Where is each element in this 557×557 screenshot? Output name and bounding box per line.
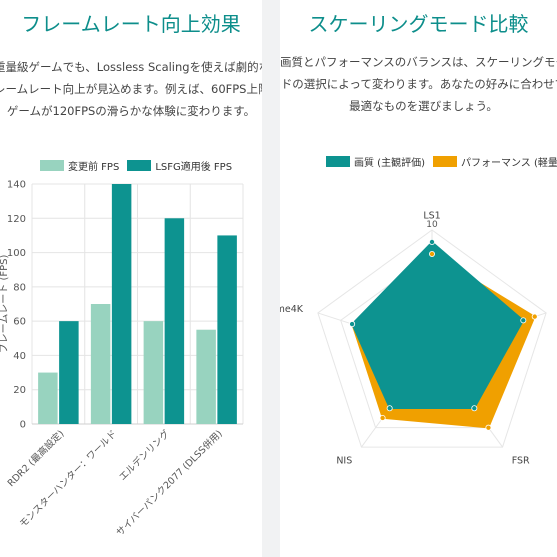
fps-desc-line: レームレート向上が見込めます。例えば、60FPS上限の bbox=[0, 82, 262, 96]
fps-desc-line: 重量級ゲームでも、Lossless Scalingを使えば劇的なフ bbox=[0, 60, 262, 74]
quality-point bbox=[428, 238, 435, 245]
bar-before bbox=[196, 329, 216, 424]
performance-point bbox=[531, 313, 538, 320]
y-tick-label: 20 bbox=[13, 385, 26, 396]
radar-axis-label: LS1 bbox=[423, 210, 440, 221]
y-tick-label: 120 bbox=[7, 214, 26, 225]
quality-series-area bbox=[351, 241, 525, 409]
scaling-desc-line: 最適なものを選びましょう。 bbox=[349, 99, 498, 113]
scaling-radar-chart: 10LS1SGSRFSRNISAnime4K bbox=[280, 210, 547, 467]
scaling-card: スケーリングモード比較 画質とパフォーマンスのバランスは、スケーリングモー ドの… bbox=[280, 0, 557, 557]
bar-before bbox=[38, 372, 58, 424]
radar-axis-label: FSR bbox=[512, 456, 530, 467]
scaling-desc-line: ドの選択によって変わります。あなたの好みに合わせて bbox=[280, 77, 557, 91]
x-tick-label: エルデンリング bbox=[116, 427, 172, 483]
legend-item-quality[interactable]: 画質 (主観評価) bbox=[326, 154, 425, 169]
fps-bar-chart: 0 20 40 60 80 100 120 140 RDR2 (最高設定)モンスターハンター：ワ… bbox=[0, 180, 244, 539]
radar-axis-label: NIS bbox=[336, 456, 352, 467]
legend-swatch-before bbox=[40, 160, 64, 171]
legend-label-after: LSFG適用後 FPS bbox=[155, 162, 233, 173]
performance-point bbox=[428, 250, 435, 257]
radar-legend: 画質 (主観評価) パフォーマンス (軽量さ) bbox=[326, 154, 557, 169]
legend-swatch-performance bbox=[432, 156, 457, 167]
bar-after bbox=[217, 235, 237, 424]
bar-before bbox=[90, 304, 111, 424]
y-tick-label: 0 bbox=[20, 420, 26, 431]
scaling-card-description: 画質とパフォーマンスのバランスは、スケーリングモー ドの選択によって変わります。… bbox=[280, 51, 557, 117]
radar-axis-label: Anime4K bbox=[280, 304, 304, 315]
legend-item-after[interactable]: LSFG適用後 FPS bbox=[127, 158, 232, 173]
y-axis-title: フレームレート (FPS) bbox=[0, 254, 10, 353]
x-tick-label: RDR2 (最高設定) bbox=[5, 428, 67, 490]
x-tick-label: モンスターハンター：ワールド bbox=[18, 428, 120, 530]
bar-legend: 変更前 FPS LSFG適用後 FPS bbox=[40, 158, 240, 173]
fps-desc-line: ゲームが120FPSの滑らかな体験に変わります。 bbox=[6, 104, 256, 118]
bar-after bbox=[111, 184, 132, 424]
performance-point bbox=[485, 424, 492, 431]
legend-item-before[interactable]: 変更前 FPS bbox=[40, 158, 119, 173]
fps-card-title: フレームレート向上効果 bbox=[21, 12, 241, 36]
scaling-desc-line: 画質とパフォーマンスのバランスは、スケーリングモー bbox=[280, 55, 557, 69]
legend-swatch-quality bbox=[326, 156, 350, 167]
quality-point bbox=[386, 405, 393, 412]
legend-item-performance[interactable]: パフォーマンス (軽量さ) bbox=[432, 154, 557, 169]
legend-label-performance: パフォーマンス (軽量さ) bbox=[460, 158, 557, 169]
bar-after bbox=[59, 321, 79, 424]
fps-card-description: 重量級ゲームでも、Lossless Scalingを使えば劇的なフ レームレート… bbox=[0, 56, 262, 122]
legend-swatch-after bbox=[127, 160, 152, 171]
bar-after bbox=[164, 218, 185, 424]
scaling-card-title: スケーリングモード比較 bbox=[308, 12, 529, 36]
y-tick-label: 60 bbox=[13, 317, 26, 328]
y-tick-label: 80 bbox=[13, 282, 26, 293]
legend-label-quality: 画質 (主観評価) bbox=[354, 158, 425, 169]
legend-label-before: 変更前 FPS bbox=[68, 162, 120, 173]
bar-before bbox=[143, 321, 164, 424]
y-tick-label: 140 bbox=[7, 180, 26, 191]
x-tick-label: サイバーパンク2077 (DLSS併用) bbox=[114, 428, 225, 539]
quality-point bbox=[471, 405, 478, 412]
quality-point bbox=[349, 321, 356, 328]
y-tick-label: 40 bbox=[13, 351, 26, 362]
fps-card: フレームレート向上効果 重量級ゲームでも、Lossless Scalingを使え… bbox=[0, 0, 262, 557]
quality-point bbox=[520, 317, 527, 324]
y-tick-label: 100 bbox=[7, 248, 26, 259]
radar-gridline bbox=[317, 229, 547, 448]
performance-point bbox=[379, 414, 386, 421]
radar-tick-label: 10 bbox=[426, 220, 438, 230]
